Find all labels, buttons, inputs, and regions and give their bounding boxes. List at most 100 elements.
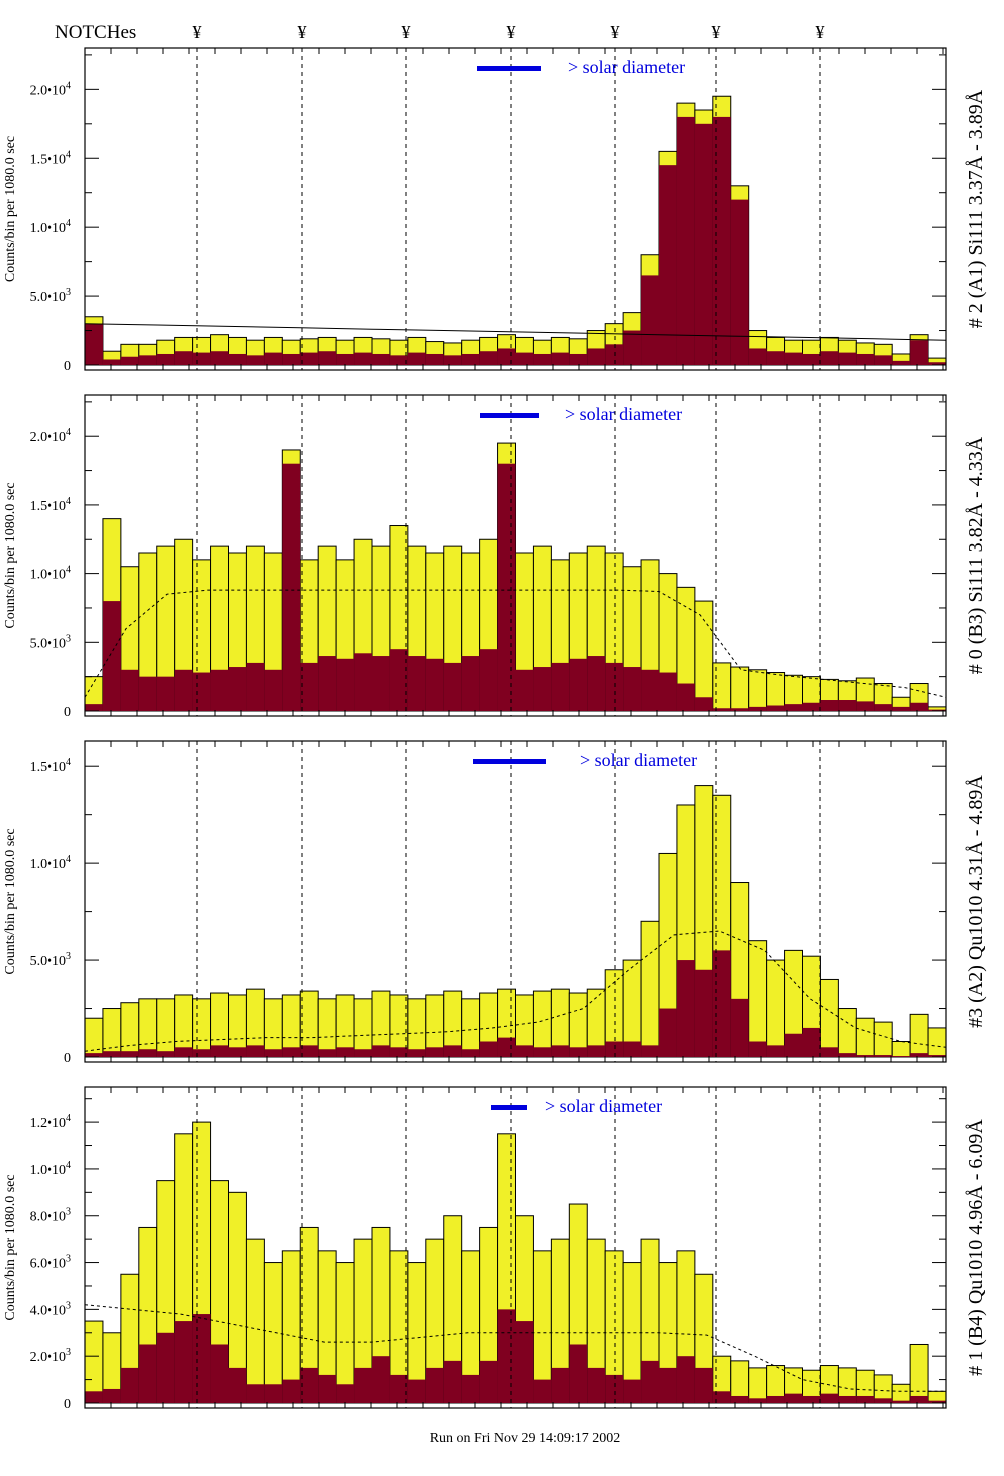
subset-bar [910,1053,929,1057]
total-bar [156,998,176,1058]
subset-bar [389,649,408,711]
model-curve [84,323,947,341]
y-tick-label: 5.0•103 [30,951,71,969]
subset-bar [874,704,893,711]
subset-bar [461,1374,480,1403]
y-axis-label: Counts/bin per 1080.0 sec [3,1174,18,1320]
subset-bar [533,1047,552,1057]
subset-bar [766,351,785,365]
subset-bar [676,1356,695,1403]
y-tick-label: 5.0•103 [30,633,71,651]
subset-bar [587,1367,606,1403]
subset-bar [174,1321,193,1403]
total-bar [102,1008,122,1058]
subset-bar [928,1055,946,1057]
subset-bar [856,701,875,711]
subset-bar [838,700,857,711]
legend-label: > solar diameter [568,57,685,77]
subset-bar [712,950,731,1057]
legend-swatch [473,759,546,764]
subset-bar [336,1047,355,1057]
subset-bar [928,709,946,711]
subset-bar [389,1047,408,1057]
subset-bar [282,1047,301,1057]
subset-bar [623,667,642,711]
panel-2: 0 5.0•103 1.0•104 1.5•104 2.0•104 Counts/bin … [3,394,987,720]
subset-bar [551,662,570,711]
subset-bar [228,1367,247,1403]
subset-bar [372,656,390,711]
subset-bar [659,672,677,711]
subset-bar [479,649,498,711]
subset-bar [120,356,139,365]
total-bar [532,990,552,1058]
subset-bar [425,1047,444,1057]
y-tick-label: 6.0•103 [30,1254,71,1272]
total-bar [766,672,786,712]
subset-bar [497,463,516,711]
subset-bar [336,1384,355,1403]
total-bar [873,1021,893,1058]
subset-bar [407,656,426,711]
legend-swatch [491,1105,527,1110]
subset-bar [641,669,659,711]
subset-bar [712,1391,731,1403]
subset-bar [515,1045,534,1057]
panel-title: # 1 (B4) Qu1010 4.96Å - 6.09Å [965,1119,987,1376]
subset-bar [85,704,103,711]
subset-bar [551,1367,570,1403]
total-bar [748,940,768,1058]
subset-bar [712,708,731,711]
y-tick-label: 1.5•104 [30,149,71,167]
subset-bar [372,353,390,365]
subset-bar [354,1049,372,1057]
y-tick-label: 2.0•104 [30,427,71,445]
subset-bar [246,1045,265,1057]
subset-bar [659,1367,677,1403]
subset-bar [694,697,713,711]
subset-bar [407,1379,426,1403]
subset-bar [910,1395,929,1403]
panel-title: # 0 (B3) Si111 3.82Å - 4.33Å [965,436,987,674]
subset-bar [389,355,408,365]
total-bar [694,600,714,712]
subset-bar [641,1360,659,1403]
subset-bar [174,351,193,365]
subset-bar [443,662,462,711]
subset-bar [443,1045,462,1057]
subset-bar [694,123,713,365]
notch-marker: ¥ [298,22,307,42]
subset-bar [300,352,319,365]
y-tick-label: 0 [64,705,71,720]
subset-bar [246,662,265,711]
subset-bar [264,352,283,365]
y-tick-label: 4.0•103 [30,1300,71,1318]
subset-bar [354,653,372,711]
total-bar [640,920,660,1058]
notch-marker: ¥ [507,22,516,42]
total-bar [748,669,768,712]
subset-bar [802,353,821,365]
subset-bar [174,1047,193,1057]
subset-bar [282,1379,301,1403]
subset-bar [85,1053,103,1057]
total-bar [120,1002,140,1058]
plot-frame [84,394,947,717]
model-curve [84,930,947,1052]
subset-bar [479,1360,498,1403]
subset-bar [730,708,749,711]
subset-bar [156,1332,175,1403]
subset-bar [210,351,229,365]
subset-bar [659,165,677,365]
y-axis-label: Counts/bin per 1080.0 sec [3,482,18,628]
subset-bar [676,116,695,365]
notch-label: NOTCHes [55,22,136,43]
subset-bar [820,1393,839,1403]
y-tick-label: 1.0•104 [30,565,71,583]
subset-bar [802,1027,821,1057]
subset-bar [587,656,606,711]
total-bar [407,998,427,1058]
subset-bar [748,706,767,711]
total-bar [837,1008,857,1058]
panel-4: 0 2.0•103 4.0•103 6.0•103 8.0•103 1.0•104 1.2•… [3,1086,987,1412]
